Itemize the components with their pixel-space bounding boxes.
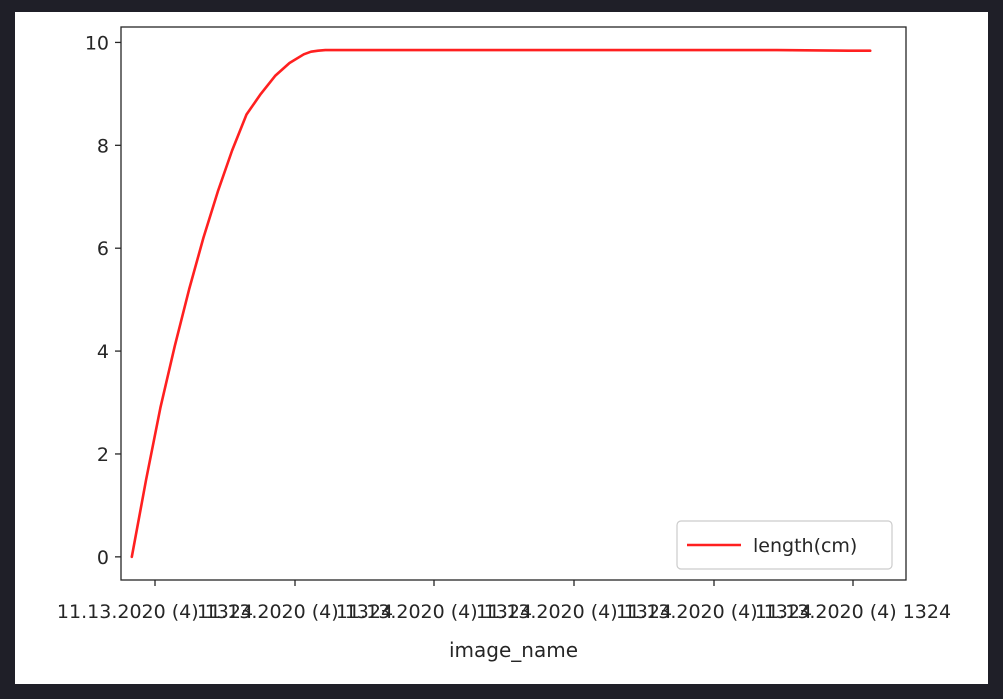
x-tick-label: 11.13.2020 (4) 1324 [616,601,812,623]
y-axis: 0 2 4 6 8 10 [85,32,121,569]
x-tick-label: 11.13.2020 (4) 1324 [755,601,951,623]
y-tick-label: 2 [97,444,109,466]
y-tick-label: 10 [85,32,109,54]
legend: length(cm) [676,520,893,570]
legend-entry-length: length(cm) [753,535,857,557]
series-layer [130,48,872,559]
y-tick-label: 0 [97,547,109,569]
y-tick-label: 8 [97,135,109,157]
series-line-length [130,48,872,559]
x-tick-label: 11.13.2020 (4) 1324 [336,601,532,623]
x-axis-title: image_name [449,638,578,662]
plot-area [120,26,907,581]
x-tick-label: 11.13.2020 (4) 1324 [57,601,253,623]
x-tick-label: 11.13.2020 (4) 1324 [197,601,393,623]
y-tick-label: 4 [97,341,109,363]
y-tick-label: 6 [97,238,109,260]
x-tick-label: 11.13.2020 (4) 1324 [476,601,672,623]
legend-box [676,520,893,570]
